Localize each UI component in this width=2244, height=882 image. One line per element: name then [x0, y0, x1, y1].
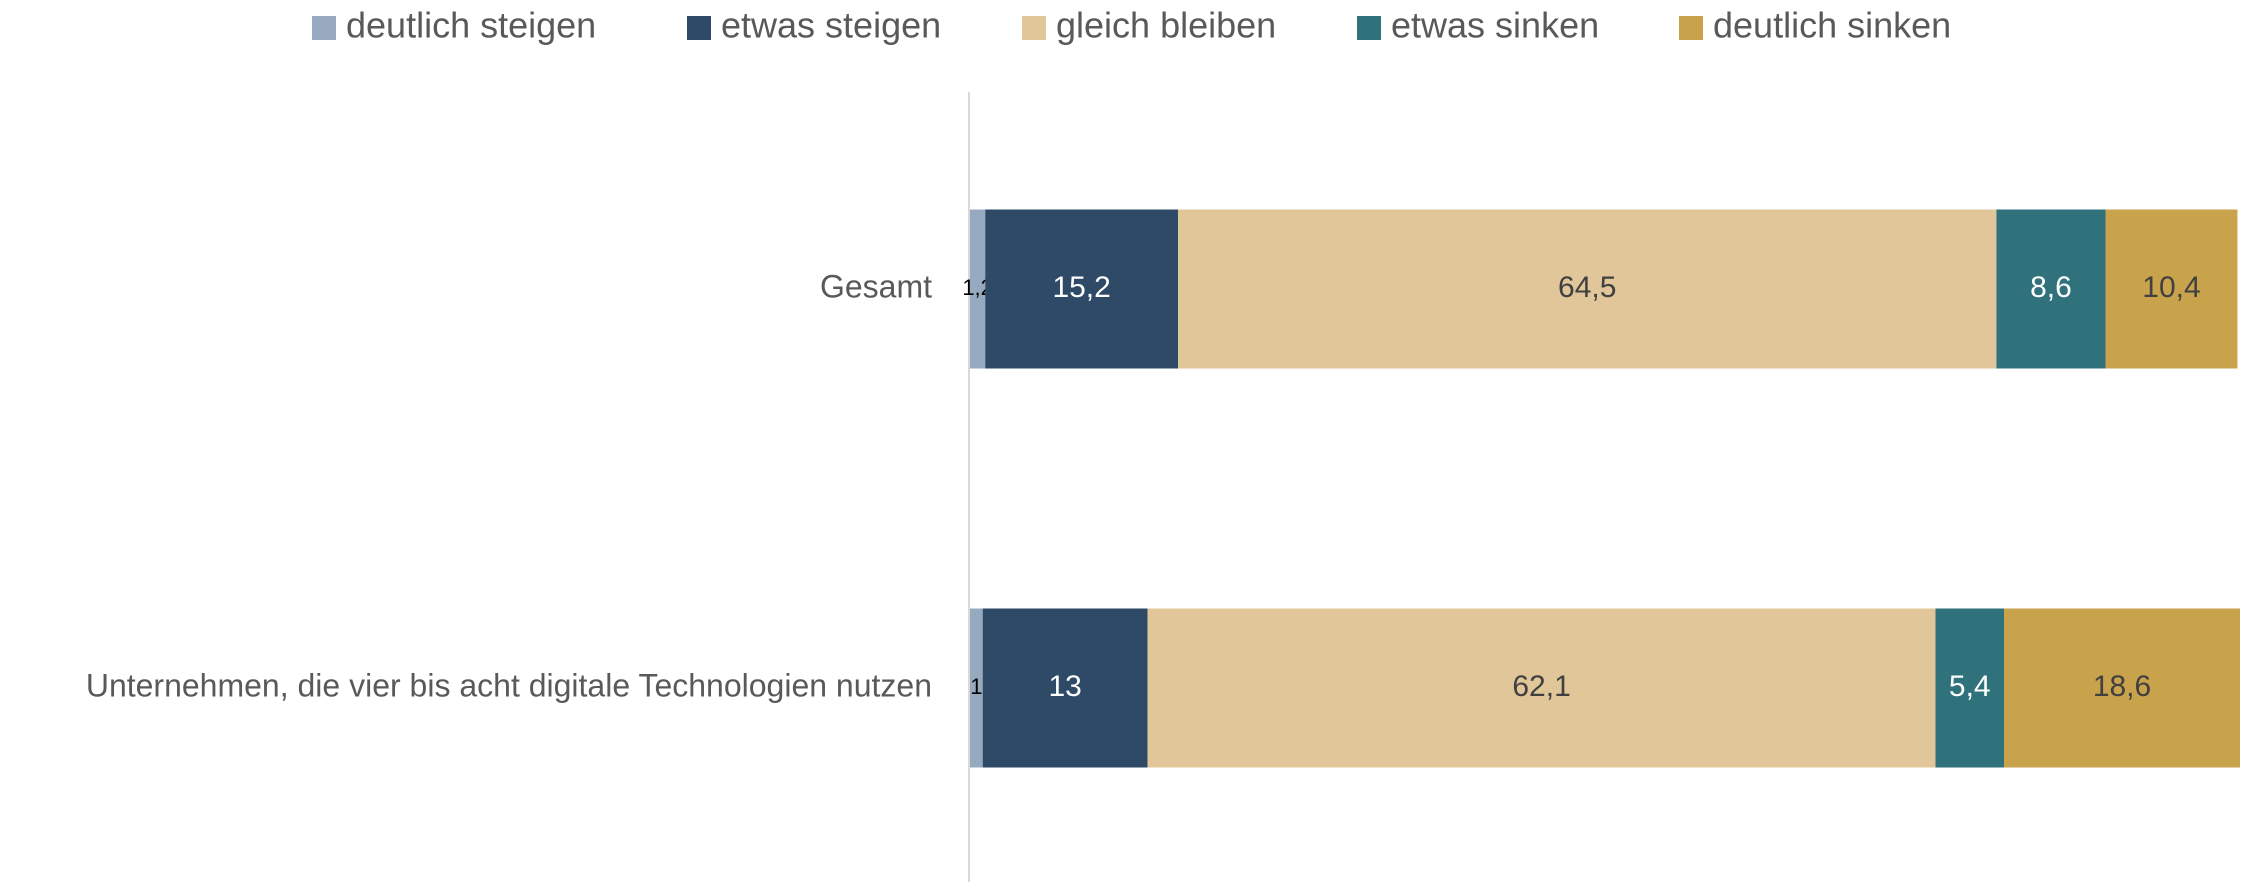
bar-segment: [982, 608, 1148, 768]
bar-segment: [1996, 209, 2106, 369]
data-label: 15,2: [1052, 271, 1110, 304]
data-label: 5,4: [1949, 670, 1991, 703]
data-label: 13: [1048, 670, 1081, 703]
category-label: Unternehmen, die vier bis acht digitale …: [86, 667, 932, 703]
legend-label: etwas steigen: [721, 5, 941, 46]
legend-label: gleich bleiben: [1056, 5, 1276, 46]
bar-segment: [985, 209, 1179, 369]
bar-segment: [970, 209, 986, 369]
bar-segment: [1147, 608, 1936, 768]
bar-segment: [1178, 209, 1997, 369]
data-label: 62,1: [1512, 670, 1570, 703]
bar-segment: [1935, 608, 2005, 768]
category-label: Gesamt: [820, 268, 932, 304]
data-label: 1: [970, 674, 982, 699]
legend-swatch: [687, 16, 711, 40]
legend-label: etwas sinken: [1391, 5, 1599, 46]
bar-segment: [970, 608, 983, 768]
data-label: 8,6: [2030, 271, 2072, 304]
bar-segment: [2105, 209, 2238, 369]
legend-label: deutlich sinken: [1713, 5, 1951, 46]
data-label: 18,6: [2093, 670, 2151, 703]
legend-swatch: [1022, 16, 1046, 40]
legend-swatch: [312, 16, 336, 40]
bar-segment: [2004, 608, 2240, 768]
data-label: 10,4: [2142, 271, 2200, 304]
legend-label: deutlich steigen: [346, 5, 596, 46]
data-label: 64,5: [1558, 271, 1616, 304]
legend-swatch: [1357, 16, 1381, 40]
legend-swatch: [1679, 16, 1703, 40]
